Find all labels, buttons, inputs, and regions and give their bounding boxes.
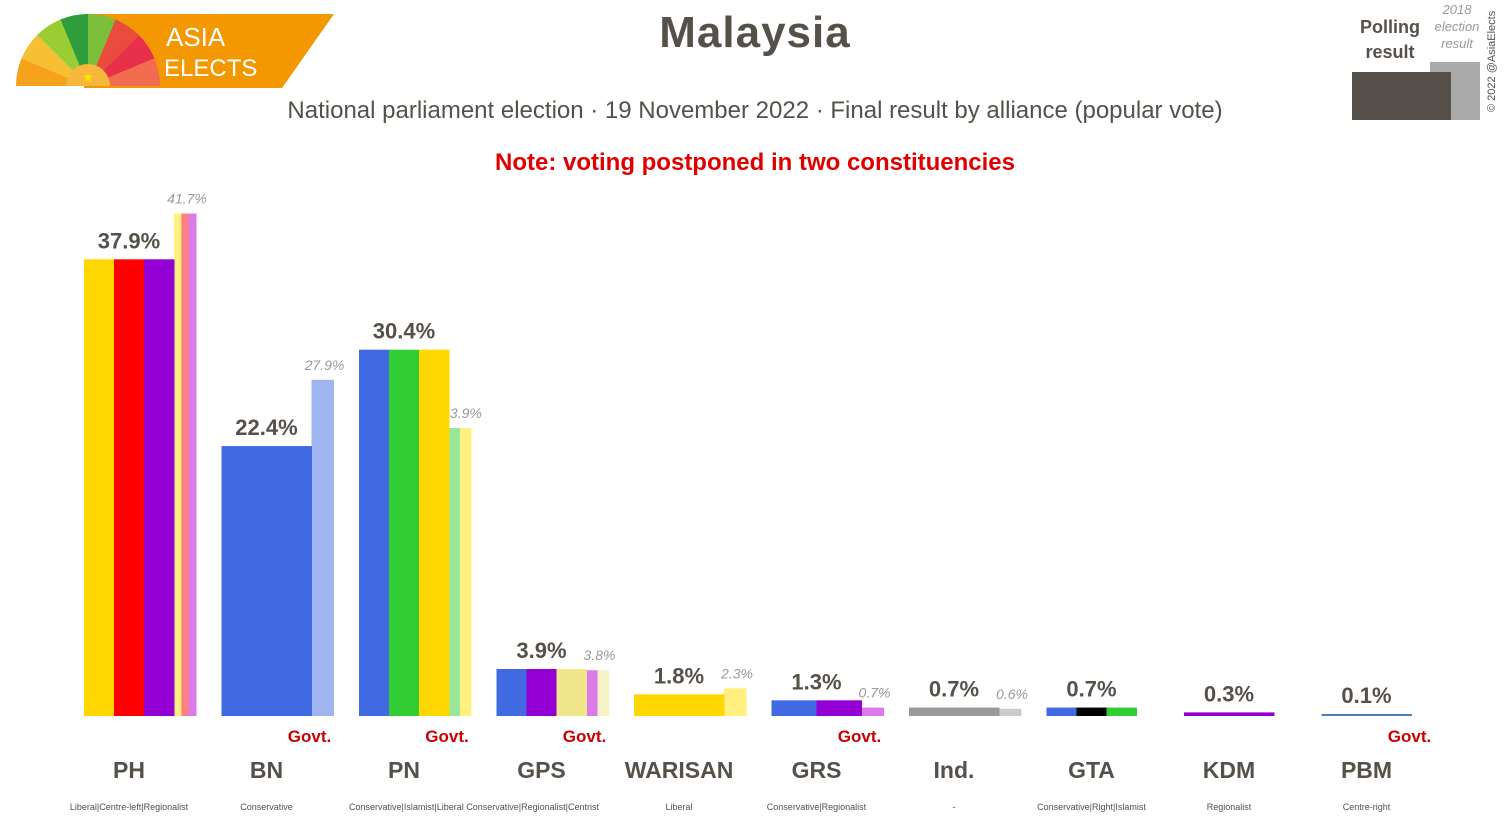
- previous-bar-gps-segment-2: [597, 670, 609, 716]
- govt-label-pn: Govt.: [425, 727, 468, 746]
- legend-previous-line2: election: [1435, 19, 1480, 34]
- value-label-gta: 0.7%: [1066, 677, 1116, 702]
- legend-polling-line2: result: [1365, 42, 1414, 62]
- legend-previous-line3: result: [1441, 36, 1474, 51]
- category-label-ind: Ind.: [934, 757, 975, 783]
- bar-pn-segment-1: [359, 349, 390, 716]
- ideology-label-gta: Conservative|Right|Islamist: [1037, 802, 1146, 812]
- category-label-kdm: KDM: [1203, 757, 1255, 783]
- category-label-warisan: WARISAN: [625, 757, 734, 783]
- value-label-pbm: 0.1%: [1341, 683, 1391, 708]
- bar-grs-segment-2: [816, 700, 862, 716]
- previous-bar-ph-segment-2: [181, 213, 190, 716]
- value-label-kdm: 0.3%: [1204, 681, 1254, 706]
- bar-gps-segment-3: [556, 669, 587, 716]
- ideology-label-grs: Conservative|Regionalist: [767, 802, 867, 812]
- value-label-warisan: 1.8%: [654, 663, 704, 688]
- previous-label-bn: 27.9%: [304, 357, 345, 373]
- bar-pbm-segment-1: [1321, 714, 1412, 716]
- bar-grs-segment-1: [771, 700, 817, 716]
- value-label-ind: 0.7%: [929, 677, 979, 702]
- value-label-bn: 22.4%: [235, 415, 297, 440]
- previous-bar-bn-segment-1: [311, 379, 334, 716]
- previous-bar-pn-segment-2: [460, 428, 472, 716]
- value-label-grs: 1.3%: [791, 669, 841, 694]
- category-label-bn: BN: [250, 757, 283, 783]
- ideology-label-ind: -: [953, 802, 956, 812]
- bar-ph-segment-2: [114, 259, 145, 716]
- category-label-gps: GPS: [517, 757, 566, 783]
- category-label-ph: PH: [113, 757, 145, 783]
- logo-line1: ASIA: [166, 22, 226, 52]
- previous-bar-ph-segment-1: [174, 213, 182, 716]
- bar-kdm-segment-1: [1184, 712, 1275, 716]
- bar-bn-segment-1: [221, 446, 312, 716]
- bar-ph-segment-1: [84, 259, 115, 716]
- previous-bar-grs-segment-1: [861, 707, 884, 716]
- govt-label-bn: Govt.: [288, 727, 331, 746]
- category-label-pbm: PBM: [1341, 757, 1392, 783]
- ideology-label-pn: Conservative|Islamist|Liberal Conservati…: [349, 802, 599, 812]
- ideology-label-warisan: Liberal: [665, 802, 692, 812]
- category-label-pn: PN: [388, 757, 420, 783]
- legend-polling-swatch: [1352, 72, 1451, 120]
- value-label-pn: 30.4%: [373, 319, 435, 344]
- previous-label-ind: 0.6%: [996, 686, 1028, 702]
- postponed-note: Note: voting postponed in two constituen…: [495, 149, 1015, 176]
- previous-label-gps: 3.8%: [584, 647, 616, 663]
- svg-text:★: ★: [82, 70, 95, 86]
- page-subtitle: National parliament election · 19 Novemb…: [287, 97, 1223, 124]
- bar-pn-segment-2: [389, 349, 420, 716]
- bar-pn-segment-3: [419, 349, 450, 716]
- bar-ind-segment-1: [909, 707, 1000, 716]
- category-label-gta: GTA: [1068, 757, 1115, 783]
- bar-gta-segment-1: [1046, 707, 1077, 716]
- sunburst-icon: ★: [16, 14, 160, 86]
- previous-label-warisan: 2.3%: [720, 665, 753, 681]
- category-label-grs: GRS: [792, 757, 842, 783]
- legend-previous-line1: 2018: [1442, 2, 1473, 17]
- previous-label-grs: 0.7%: [859, 685, 891, 701]
- bar-gta-segment-3: [1106, 707, 1137, 716]
- previous-bar-pn-segment-1: [449, 428, 461, 716]
- previous-bar-ph-segment-3: [188, 213, 197, 716]
- bar-warisan-segment-1: [634, 694, 725, 716]
- bar-gps-segment-1: [496, 669, 527, 716]
- previous-bar-warisan-segment-1: [724, 688, 747, 716]
- ideology-label-bn: Conservative: [240, 802, 293, 812]
- previous-label-ph: 41.7%: [167, 191, 207, 207]
- value-label-gps: 3.9%: [516, 638, 566, 663]
- ideology-label-kdm: Regionalist: [1207, 802, 1252, 812]
- govt-label-pbm: Govt.: [1388, 727, 1431, 746]
- logo-line2: ELECTS: [164, 55, 257, 82]
- govt-label-grs: Govt.: [838, 727, 881, 746]
- bar-gps-segment-2: [526, 669, 557, 716]
- ideology-label-pbm: Centre-right: [1343, 802, 1391, 812]
- page-title: Malaysia: [659, 8, 851, 57]
- previous-label-pn: 23.9%: [441, 405, 482, 421]
- chart-legend: Polling result 2018 election result: [1352, 2, 1480, 120]
- legend-polling-line1: Polling: [1360, 17, 1420, 37]
- asia-elects-logo: ★ ASIA ELECTS: [16, 14, 334, 88]
- bar-gta-segment-2: [1076, 707, 1107, 716]
- bar-ph-segment-3: [144, 259, 175, 716]
- previous-bar-gps-segment-1: [586, 670, 598, 716]
- previous-bar-ind-segment-1: [999, 708, 1022, 716]
- ideology-label-ph: Liberal|Centre-left|Regionalist: [70, 802, 189, 812]
- value-label-ph: 37.9%: [98, 228, 160, 253]
- govt-label-gps: Govt.: [563, 727, 606, 746]
